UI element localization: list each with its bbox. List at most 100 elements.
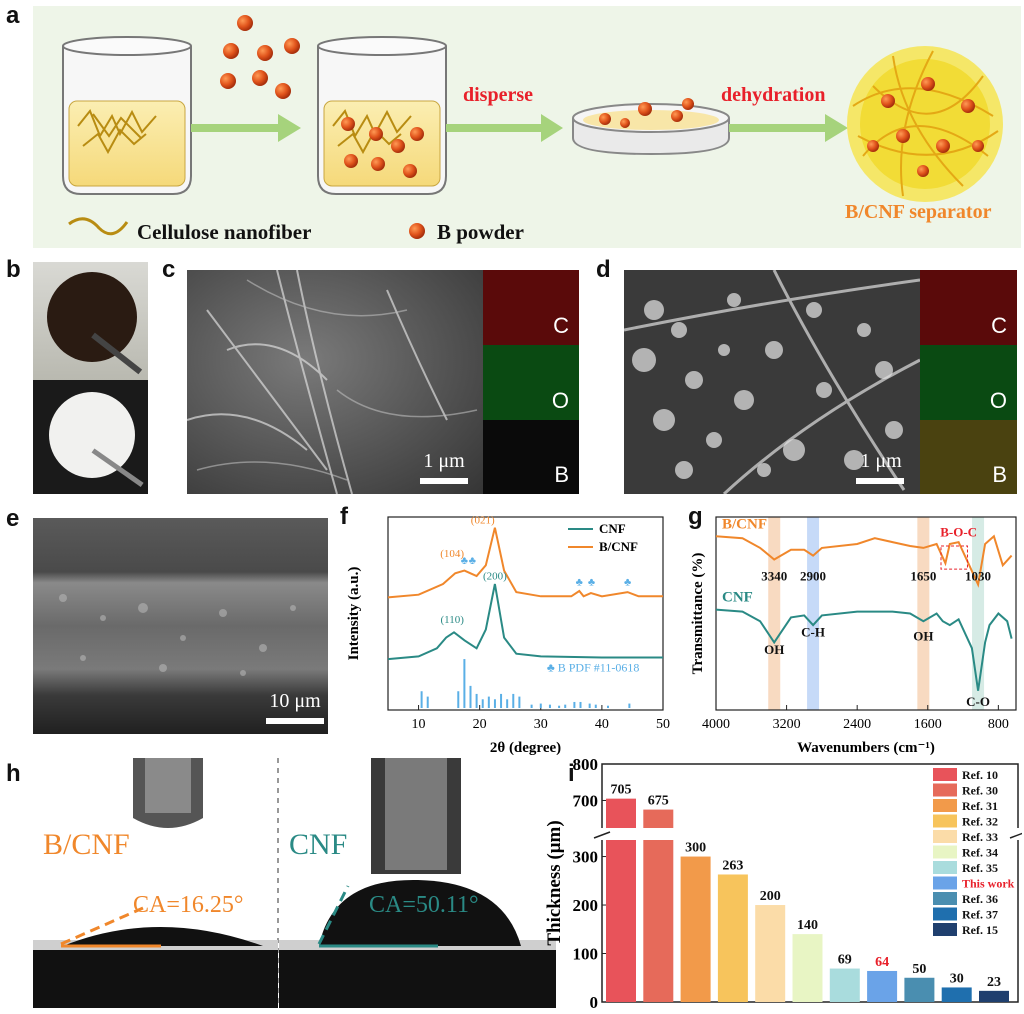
- legend-text: Ref. 35: [962, 861, 998, 875]
- contact-angle-panel: B/CNF CA=16.25° CNF CA=50.11°: [33, 758, 556, 1008]
- bar-value-label: 30: [950, 971, 964, 986]
- beaker-1: [62, 36, 192, 195]
- legend-powder-icon: [409, 223, 425, 239]
- band-highlight: [917, 517, 930, 710]
- eds-map-d-B: B: [920, 420, 1017, 494]
- bar-ref-33: [755, 905, 786, 1002]
- schematic-panel: disperse dehydration B/C: [33, 6, 1021, 248]
- y-axis-label: Thickness (μm): [544, 820, 565, 945]
- eds-map-d-C: C: [920, 270, 1017, 345]
- thickness-bar-chart: 0 100 200 300 700 800 Thickness (μm) 705 675 300 2…: [544, 758, 1022, 1012]
- schematic-svg: disperse dehydration B/C: [62, 15, 1003, 244]
- panel-label-b: b: [6, 256, 21, 283]
- step-dehydration: dehydration: [721, 84, 825, 106]
- legend-swatch: [933, 799, 957, 812]
- legend-text: Ref. 32: [962, 815, 998, 829]
- legend-swatch: [933, 814, 957, 828]
- panel-label-d: d: [596, 256, 611, 283]
- bar-ref-37: [941, 987, 972, 1002]
- bar-value-label: 140: [797, 918, 818, 933]
- plot-frame: [715, 516, 1017, 711]
- bar-value-label: 263: [722, 858, 743, 873]
- petri-dish: [572, 98, 730, 156]
- bar-ref-15: [979, 990, 1009, 1002]
- legend-swatch: [933, 783, 957, 797]
- annotation: 2900: [800, 569, 826, 584]
- separator-fiber-ball: [847, 46, 1003, 202]
- bar-value-label: 69: [838, 953, 852, 968]
- annotation: B-O-C: [940, 524, 977, 539]
- boron-marker: ♣: [469, 555, 476, 567]
- band-highlight: [768, 517, 781, 710]
- series-line-bcnf: [387, 527, 663, 599]
- scale-bar-c: [420, 478, 468, 484]
- x-tick-label: 1600: [914, 717, 942, 732]
- annotation: 3340: [761, 569, 787, 584]
- legend-text: B/CNF: [599, 539, 638, 554]
- plot-frame: [387, 516, 664, 711]
- boron-marker: ♣: [588, 577, 595, 589]
- arrow-2: [446, 114, 563, 142]
- legend-swatch: [933, 892, 957, 905]
- ftir-chart: 4000 3200 2400 1600 800 Wavenumbers (cm⁻¹) Tra…: [690, 516, 1017, 755]
- y-tick-label: 0: [590, 993, 599, 1012]
- legend-text: Ref. 37: [962, 908, 998, 922]
- annotation: 1030: [965, 569, 991, 584]
- x-tick-label: 3200: [773, 717, 801, 732]
- legend-fiber-text: Cellulose nanofiber: [137, 220, 311, 244]
- annotation: 1650: [910, 569, 936, 584]
- beaker-2: [317, 36, 447, 195]
- eds-map-c-C: C: [483, 270, 579, 345]
- bar-ref-36: [904, 977, 935, 1002]
- peak-label: (021): [471, 514, 495, 526]
- bar-this-work: [867, 970, 898, 1002]
- legend-text: Ref. 10: [962, 768, 998, 782]
- legend-swatch: [933, 845, 957, 859]
- legend-fiber-icon: [68, 217, 129, 236]
- panel-label-i: i: [568, 760, 575, 787]
- boc-box: [940, 545, 968, 570]
- series-line-cnf: [387, 583, 663, 661]
- bar-value-label: 200: [760, 889, 781, 904]
- legend-swatch: [933, 830, 957, 843]
- scale-bar-e: [266, 718, 324, 724]
- eds-map-c-B: B: [483, 420, 579, 494]
- x-tick-label: 30: [534, 717, 548, 732]
- x-axis-label: Wavenumbers (cm⁻¹): [797, 740, 935, 755]
- x-tick-label: 20: [473, 717, 487, 732]
- xrd-chart: 10 20 30 40 50 2θ (degree) Intensity (a.u.) ♣ B…: [346, 514, 670, 755]
- bar-value-label: 300: [685, 841, 706, 856]
- ca-value-bcnf: CA=16.25°: [133, 892, 244, 918]
- legend-text: This work: [962, 877, 1015, 891]
- arrow-1: [191, 114, 301, 142]
- scale-text-c: 1 μm: [423, 450, 465, 472]
- bar-ref-32: [717, 874, 748, 1002]
- bar-ref-34: [792, 934, 823, 1002]
- legend-text: Ref. 36: [962, 892, 998, 906]
- series-label: CNF: [722, 590, 753, 606]
- panel-label-h: h: [6, 760, 21, 787]
- annotation: C-O: [966, 694, 990, 709]
- x-tick-label: 2400: [843, 717, 871, 732]
- legend-swatch: [933, 876, 957, 890]
- x-tick-label: 40: [595, 717, 609, 732]
- ca-label-bcnf: B/CNF: [43, 828, 130, 861]
- legend-text: Ref. 15: [962, 923, 998, 937]
- series-line-bcnf: [715, 534, 1013, 588]
- loose-b-powder: [220, 15, 300, 99]
- y-tick-label: 300: [573, 848, 599, 867]
- panel-label-c: c: [162, 256, 176, 283]
- ca-label-cnf: CNF: [289, 828, 348, 861]
- legend-swatch: [933, 923, 957, 936]
- boron-marker: ♣: [576, 577, 583, 589]
- y-axis-label: Intensity (a.u.): [346, 567, 362, 661]
- step-disperse: disperse: [463, 84, 533, 106]
- panel-label-f: f: [340, 503, 348, 530]
- series-label: B/CNF: [722, 516, 767, 532]
- boron-marker: ♣: [624, 577, 631, 589]
- bar-value-label: 64: [875, 955, 889, 970]
- peak-label: (104): [440, 548, 464, 560]
- contact-angle-svg: [33, 758, 556, 1008]
- bar-value-label: 675: [648, 794, 669, 809]
- peak-label: (200): [483, 571, 507, 583]
